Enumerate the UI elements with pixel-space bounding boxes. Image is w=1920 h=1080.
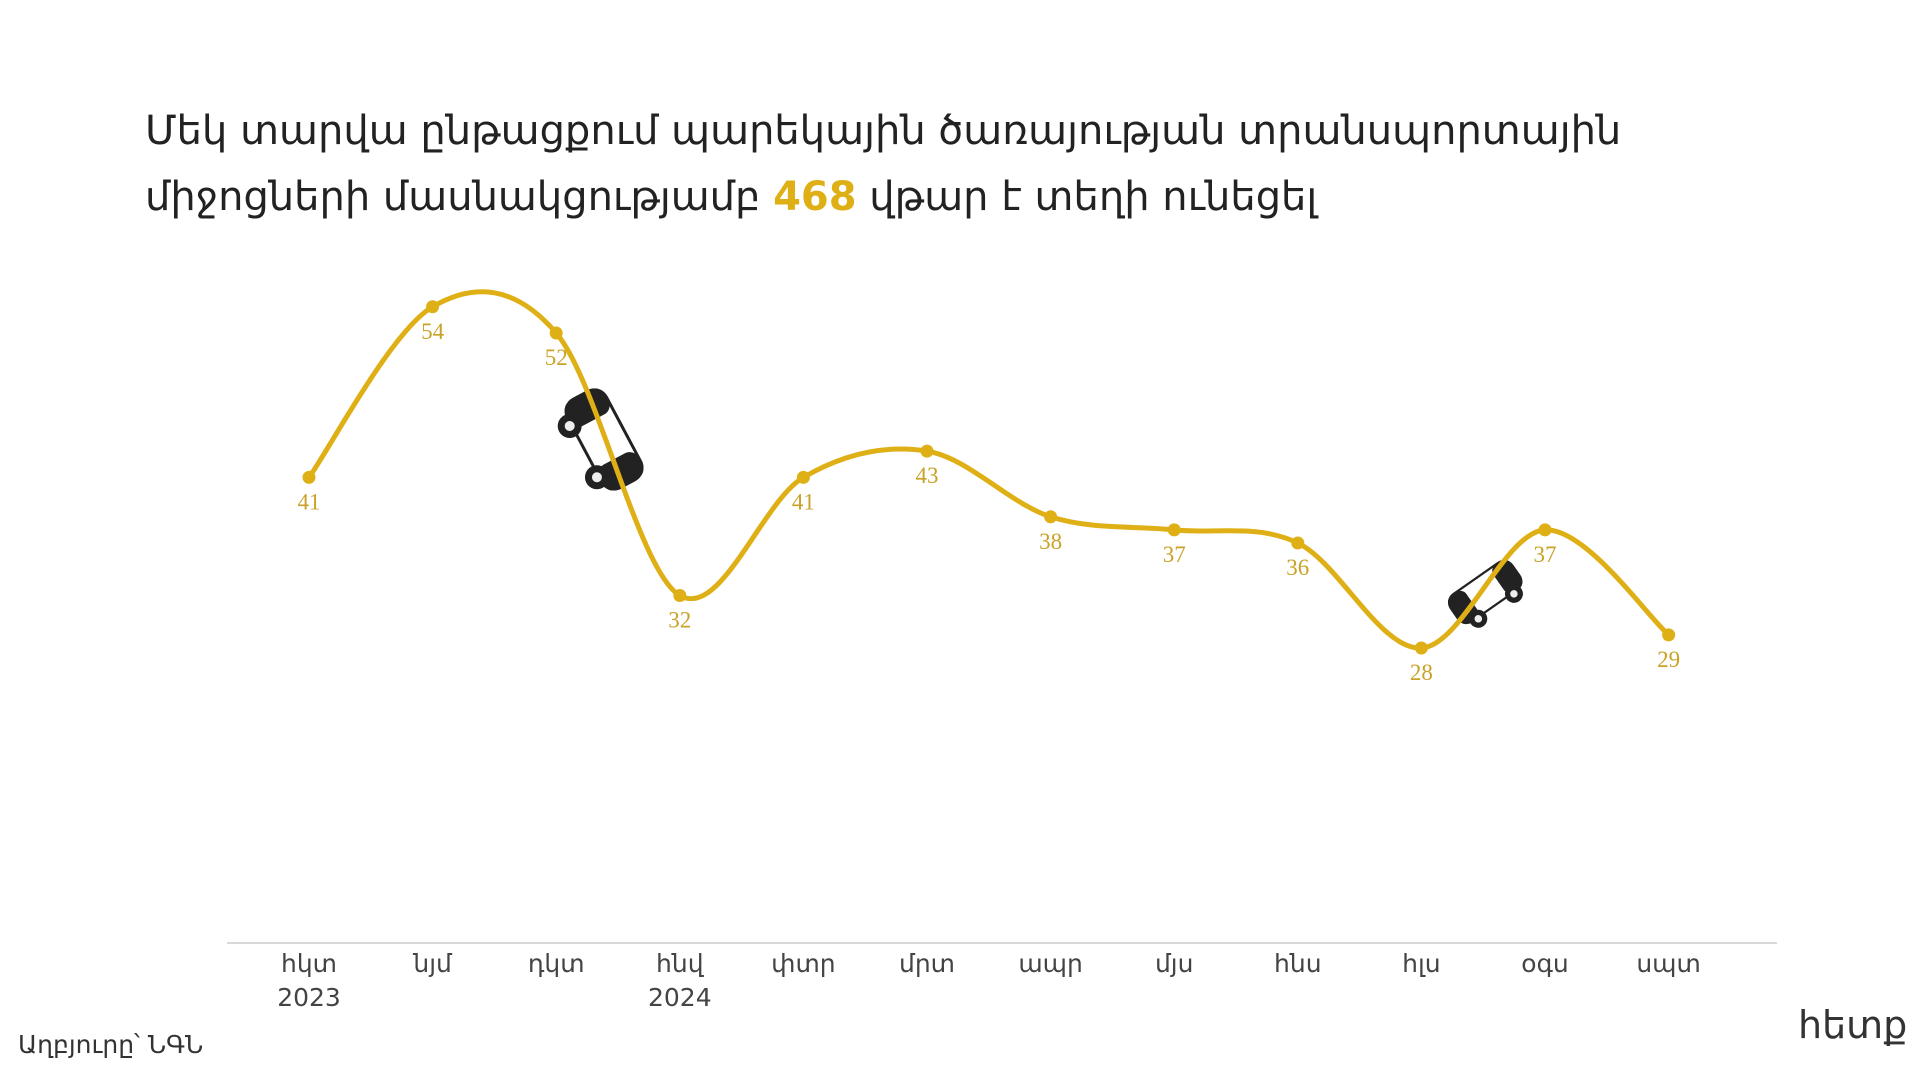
x-tick-label: մրտ (899, 949, 955, 978)
logo: հետք (1798, 1003, 1908, 1047)
x-tick-label: հնս (1274, 949, 1322, 978)
data-label: 36 (1286, 555, 1309, 580)
data-label: 52 (545, 345, 568, 370)
point (1414, 641, 1428, 655)
data-label: 54 (421, 319, 445, 344)
data-label: 37 (1163, 542, 1186, 567)
x-tick-label: հլս (1402, 949, 1440, 978)
x-tick-label: հնվ 2024 (648, 949, 712, 1012)
point (1044, 510, 1058, 524)
data-label: 32 (668, 608, 691, 633)
data-label: 43 (916, 463, 939, 488)
data-label: 41 (792, 489, 815, 514)
point (1167, 523, 1181, 537)
title-part: վթար է տեղի ունեցել (856, 174, 1318, 220)
x-tick-label: օգս (1521, 949, 1569, 978)
x-tick-label: մյս (1155, 949, 1193, 978)
x-tick-label: փտր (771, 949, 836, 978)
point (920, 444, 934, 458)
point (796, 470, 810, 484)
x-tick-label: նյմ (412, 949, 453, 978)
point (302, 470, 316, 484)
x-tick-label: դկտ (528, 949, 585, 978)
line (306, 289, 1671, 651)
title-part: Մեկ տարվա ընթացքում պարեկային ծառայությա… (145, 108, 1622, 220)
point (1662, 628, 1676, 642)
source-note: Աղբյուրը՝ ՆԳՆ (18, 1030, 204, 1059)
title-highlight: 468 (773, 174, 857, 220)
point (673, 589, 687, 602)
x-tick-label: ապր (1018, 949, 1083, 978)
chart-title: Մեկ տարվա ընթացքում պարեկային ծառայությա… (145, 98, 1785, 230)
data-label: 28 (1410, 660, 1433, 685)
data-label: 41 (298, 489, 321, 514)
data-label: 29 (1657, 647, 1680, 672)
point (549, 326, 563, 340)
point (1538, 523, 1552, 537)
x-tick-label: հկտ 2023 (277, 949, 341, 1012)
data-label: 38 (1039, 529, 1062, 554)
data-label: 37 (1534, 542, 1557, 567)
x-tick-label: սպտ (1636, 949, 1701, 978)
car-icon (557, 388, 644, 491)
point (426, 300, 440, 314)
point (1291, 536, 1305, 550)
